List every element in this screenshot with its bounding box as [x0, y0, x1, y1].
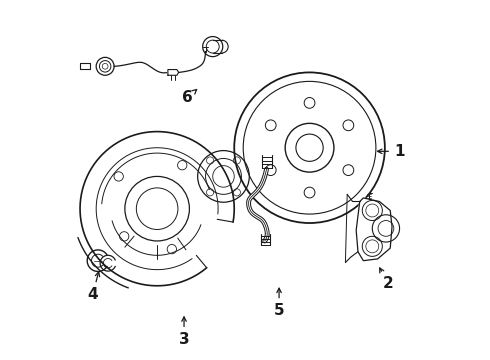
Polygon shape: [356, 198, 392, 261]
Text: 4: 4: [87, 272, 99, 302]
Text: 3: 3: [179, 317, 189, 347]
Text: 1: 1: [378, 144, 404, 159]
Polygon shape: [168, 69, 179, 75]
Text: 6: 6: [182, 90, 196, 105]
Text: 5: 5: [274, 288, 284, 318]
Text: 2: 2: [380, 268, 394, 292]
